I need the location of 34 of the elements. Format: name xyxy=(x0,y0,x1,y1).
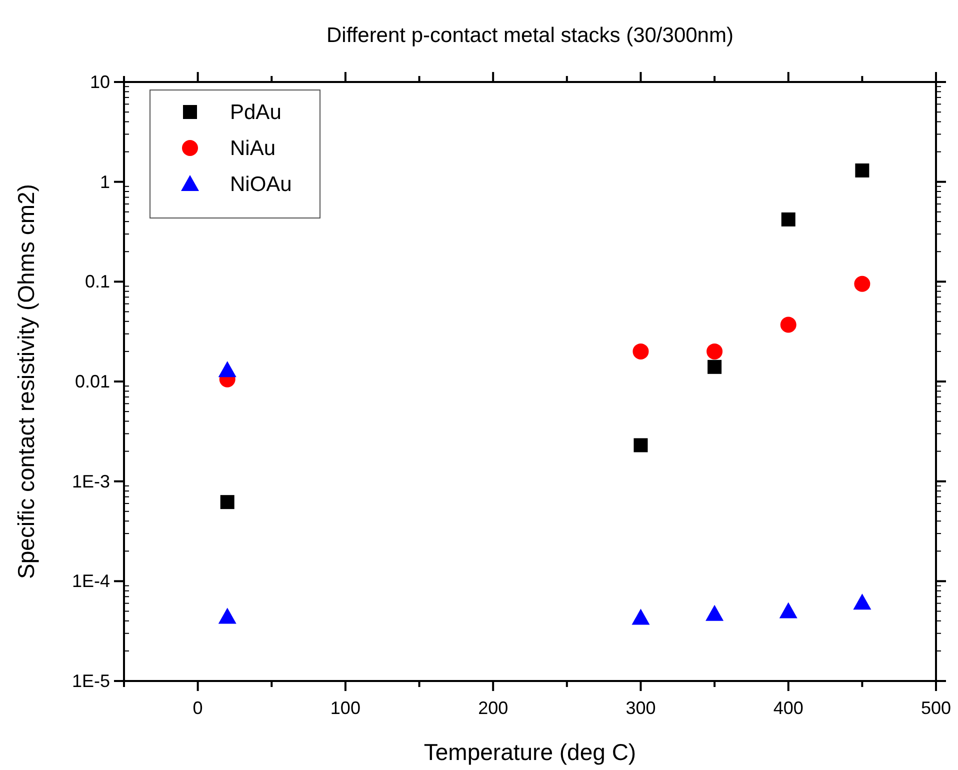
point xyxy=(781,212,796,226)
legend-label: NiAu xyxy=(230,137,276,160)
y-axis-title: Specific contact resistivity (Ohms cm2) xyxy=(13,184,39,579)
y-tick-label: 1E-3 xyxy=(72,471,110,492)
y-tick-label: 1E-5 xyxy=(72,671,110,691)
y-tick-label: 1E-4 xyxy=(72,571,110,592)
x-axis-title: Temperature (deg C) xyxy=(424,739,636,765)
point xyxy=(634,438,648,452)
chart-title: Different p-contact metal stacks (30/300nm) xyxy=(326,24,734,47)
point xyxy=(632,343,649,360)
point xyxy=(779,602,798,618)
y-tick-label: 1 xyxy=(100,172,110,192)
point xyxy=(632,608,650,625)
legend-label: PdAu xyxy=(230,101,282,124)
point xyxy=(853,594,872,610)
x-tick-label: 300 xyxy=(626,698,656,718)
y-tick-label: 0.1 xyxy=(84,272,110,292)
y-tick-label: 0.01 xyxy=(74,372,110,392)
point xyxy=(780,316,796,333)
x-tick-label: 200 xyxy=(478,698,508,718)
point xyxy=(218,361,236,378)
point xyxy=(220,495,234,510)
point xyxy=(218,608,236,624)
point xyxy=(708,360,722,374)
x-tick-label: 100 xyxy=(330,698,360,718)
legend-label: NiOAu xyxy=(230,173,292,196)
point xyxy=(706,343,723,360)
x-tick-label: 400 xyxy=(773,698,804,718)
point xyxy=(706,604,724,621)
x-tick-label: 0 xyxy=(192,698,203,718)
x-tick-label: 500 xyxy=(920,698,952,718)
y-tick-label: 10 xyxy=(90,72,110,92)
point xyxy=(855,163,870,178)
point xyxy=(854,276,870,292)
